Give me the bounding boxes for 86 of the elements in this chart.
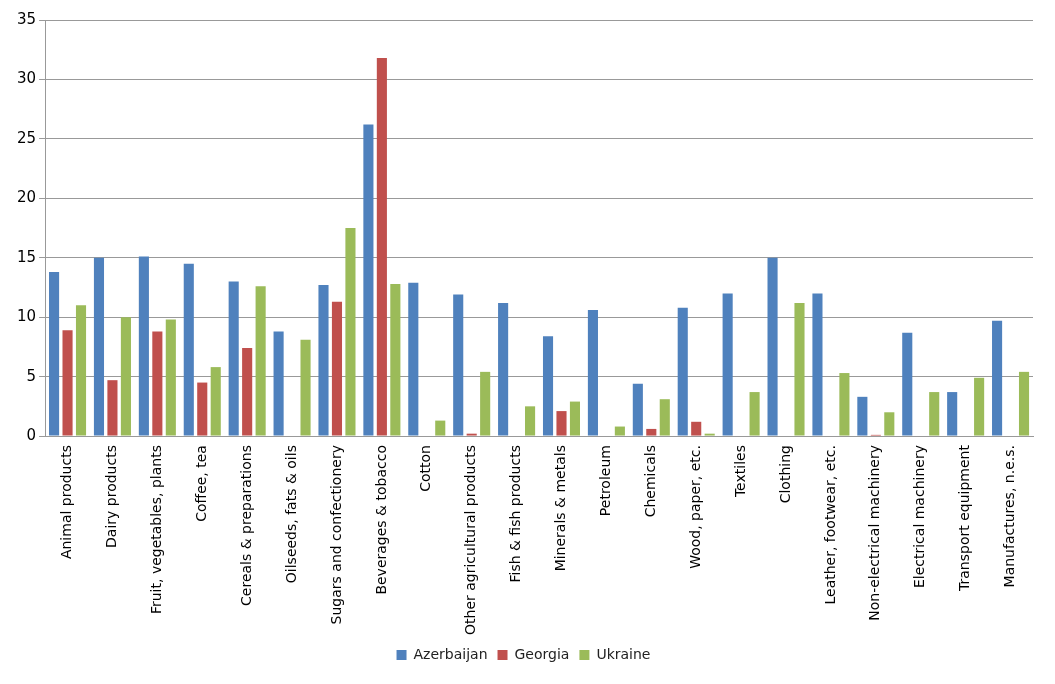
y-tick-label: 20 bbox=[16, 188, 37, 207]
y-tick-label: 30 bbox=[16, 69, 37, 88]
bar bbox=[138, 256, 149, 436]
bar bbox=[569, 401, 581, 436]
bar bbox=[498, 302, 509, 436]
x-tick-label: Cotton bbox=[417, 445, 434, 492]
bar bbox=[255, 286, 266, 436]
x-tick-label: Leather, footwear, etc. bbox=[821, 445, 838, 605]
legend-label: Ukraine bbox=[596, 645, 651, 662]
x-tick-label: Non-electrical machinery bbox=[866, 445, 883, 621]
bar bbox=[839, 373, 850, 436]
x-tick-label: Electrical machinery bbox=[911, 445, 928, 589]
bar bbox=[947, 392, 958, 436]
bar bbox=[242, 348, 253, 436]
bar bbox=[691, 421, 702, 436]
bar bbox=[992, 320, 1003, 436]
x-tick-label: Chemicals bbox=[641, 445, 658, 518]
bar bbox=[453, 294, 464, 436]
bar bbox=[884, 412, 895, 436]
y-tick-label: 15 bbox=[16, 247, 37, 266]
bar bbox=[794, 302, 805, 436]
bar bbox=[300, 339, 311, 436]
x-tick-label: Petroleum bbox=[597, 445, 614, 517]
bar bbox=[902, 332, 913, 436]
y-tick-label: 10 bbox=[16, 307, 37, 326]
bar bbox=[318, 285, 329, 436]
x-tick-label: Transport equipment bbox=[956, 444, 973, 592]
bar bbox=[210, 367, 221, 436]
bar bbox=[376, 58, 387, 436]
x-tick-label: Fish & fish products bbox=[507, 445, 524, 583]
bar bbox=[1018, 371, 1030, 436]
x-tick-label: Sugars and confectionery bbox=[327, 445, 344, 625]
bar bbox=[345, 228, 356, 436]
x-tick-label: Manufactures, n.e.s. bbox=[1001, 445, 1018, 588]
bar bbox=[331, 301, 343, 436]
x-tick-label: Wood, paper, etc. bbox=[686, 445, 703, 569]
x-tick-label: Other agricultural products bbox=[462, 445, 479, 635]
legend-label: Georgia bbox=[514, 645, 570, 662]
bar bbox=[165, 319, 176, 436]
bar bbox=[929, 392, 940, 436]
legend-label: Azerbaijan bbox=[413, 645, 488, 662]
bar bbox=[390, 283, 401, 436]
bar bbox=[49, 272, 60, 436]
bar bbox=[62, 330, 73, 436]
bar bbox=[93, 257, 105, 436]
bar bbox=[480, 371, 491, 436]
y-tick-label: 35 bbox=[16, 9, 37, 28]
x-tick-label: Coffee, tea bbox=[192, 445, 209, 522]
bar bbox=[525, 406, 536, 436]
x-tick-label: Oilseeds, fats & oils bbox=[282, 445, 299, 584]
x-tick-label: Clothing bbox=[776, 445, 793, 504]
bar bbox=[646, 428, 657, 436]
x-tick-label: Cereals & preparations bbox=[237, 445, 254, 606]
bar bbox=[363, 124, 374, 436]
x-tick-label: Minerals & metals bbox=[552, 445, 569, 572]
x-tick-label: Beverages & tobacco bbox=[372, 445, 389, 595]
bar bbox=[152, 331, 163, 436]
x-tick-label: Fruit, vegetables, plants bbox=[147, 445, 164, 615]
bar bbox=[120, 317, 131, 436]
bar bbox=[183, 263, 194, 436]
bar bbox=[408, 282, 419, 436]
bar bbox=[197, 382, 208, 436]
x-tick-label: Animal products bbox=[58, 445, 75, 560]
bar bbox=[812, 293, 823, 436]
bar bbox=[659, 399, 670, 436]
y-tick-label: 25 bbox=[16, 128, 37, 147]
x-tick-label: Textiles bbox=[731, 445, 748, 499]
bar bbox=[632, 383, 643, 436]
bar bbox=[767, 257, 778, 436]
bar bbox=[974, 377, 985, 436]
bar bbox=[273, 331, 284, 436]
bar bbox=[556, 411, 567, 436]
bar bbox=[587, 310, 598, 436]
x-tick-label: Dairy products bbox=[103, 445, 120, 548]
bar bbox=[75, 305, 87, 436]
bar bbox=[857, 396, 868, 436]
bar bbox=[228, 281, 239, 436]
y-tick-label: 5 bbox=[26, 366, 37, 385]
bar bbox=[542, 336, 554, 436]
bar bbox=[677, 307, 688, 436]
bar bbox=[614, 426, 625, 436]
bar bbox=[107, 380, 118, 436]
y-tick-label: 0 bbox=[26, 425, 37, 444]
bar bbox=[749, 392, 760, 436]
bar bbox=[435, 420, 446, 436]
bar bbox=[722, 293, 733, 436]
